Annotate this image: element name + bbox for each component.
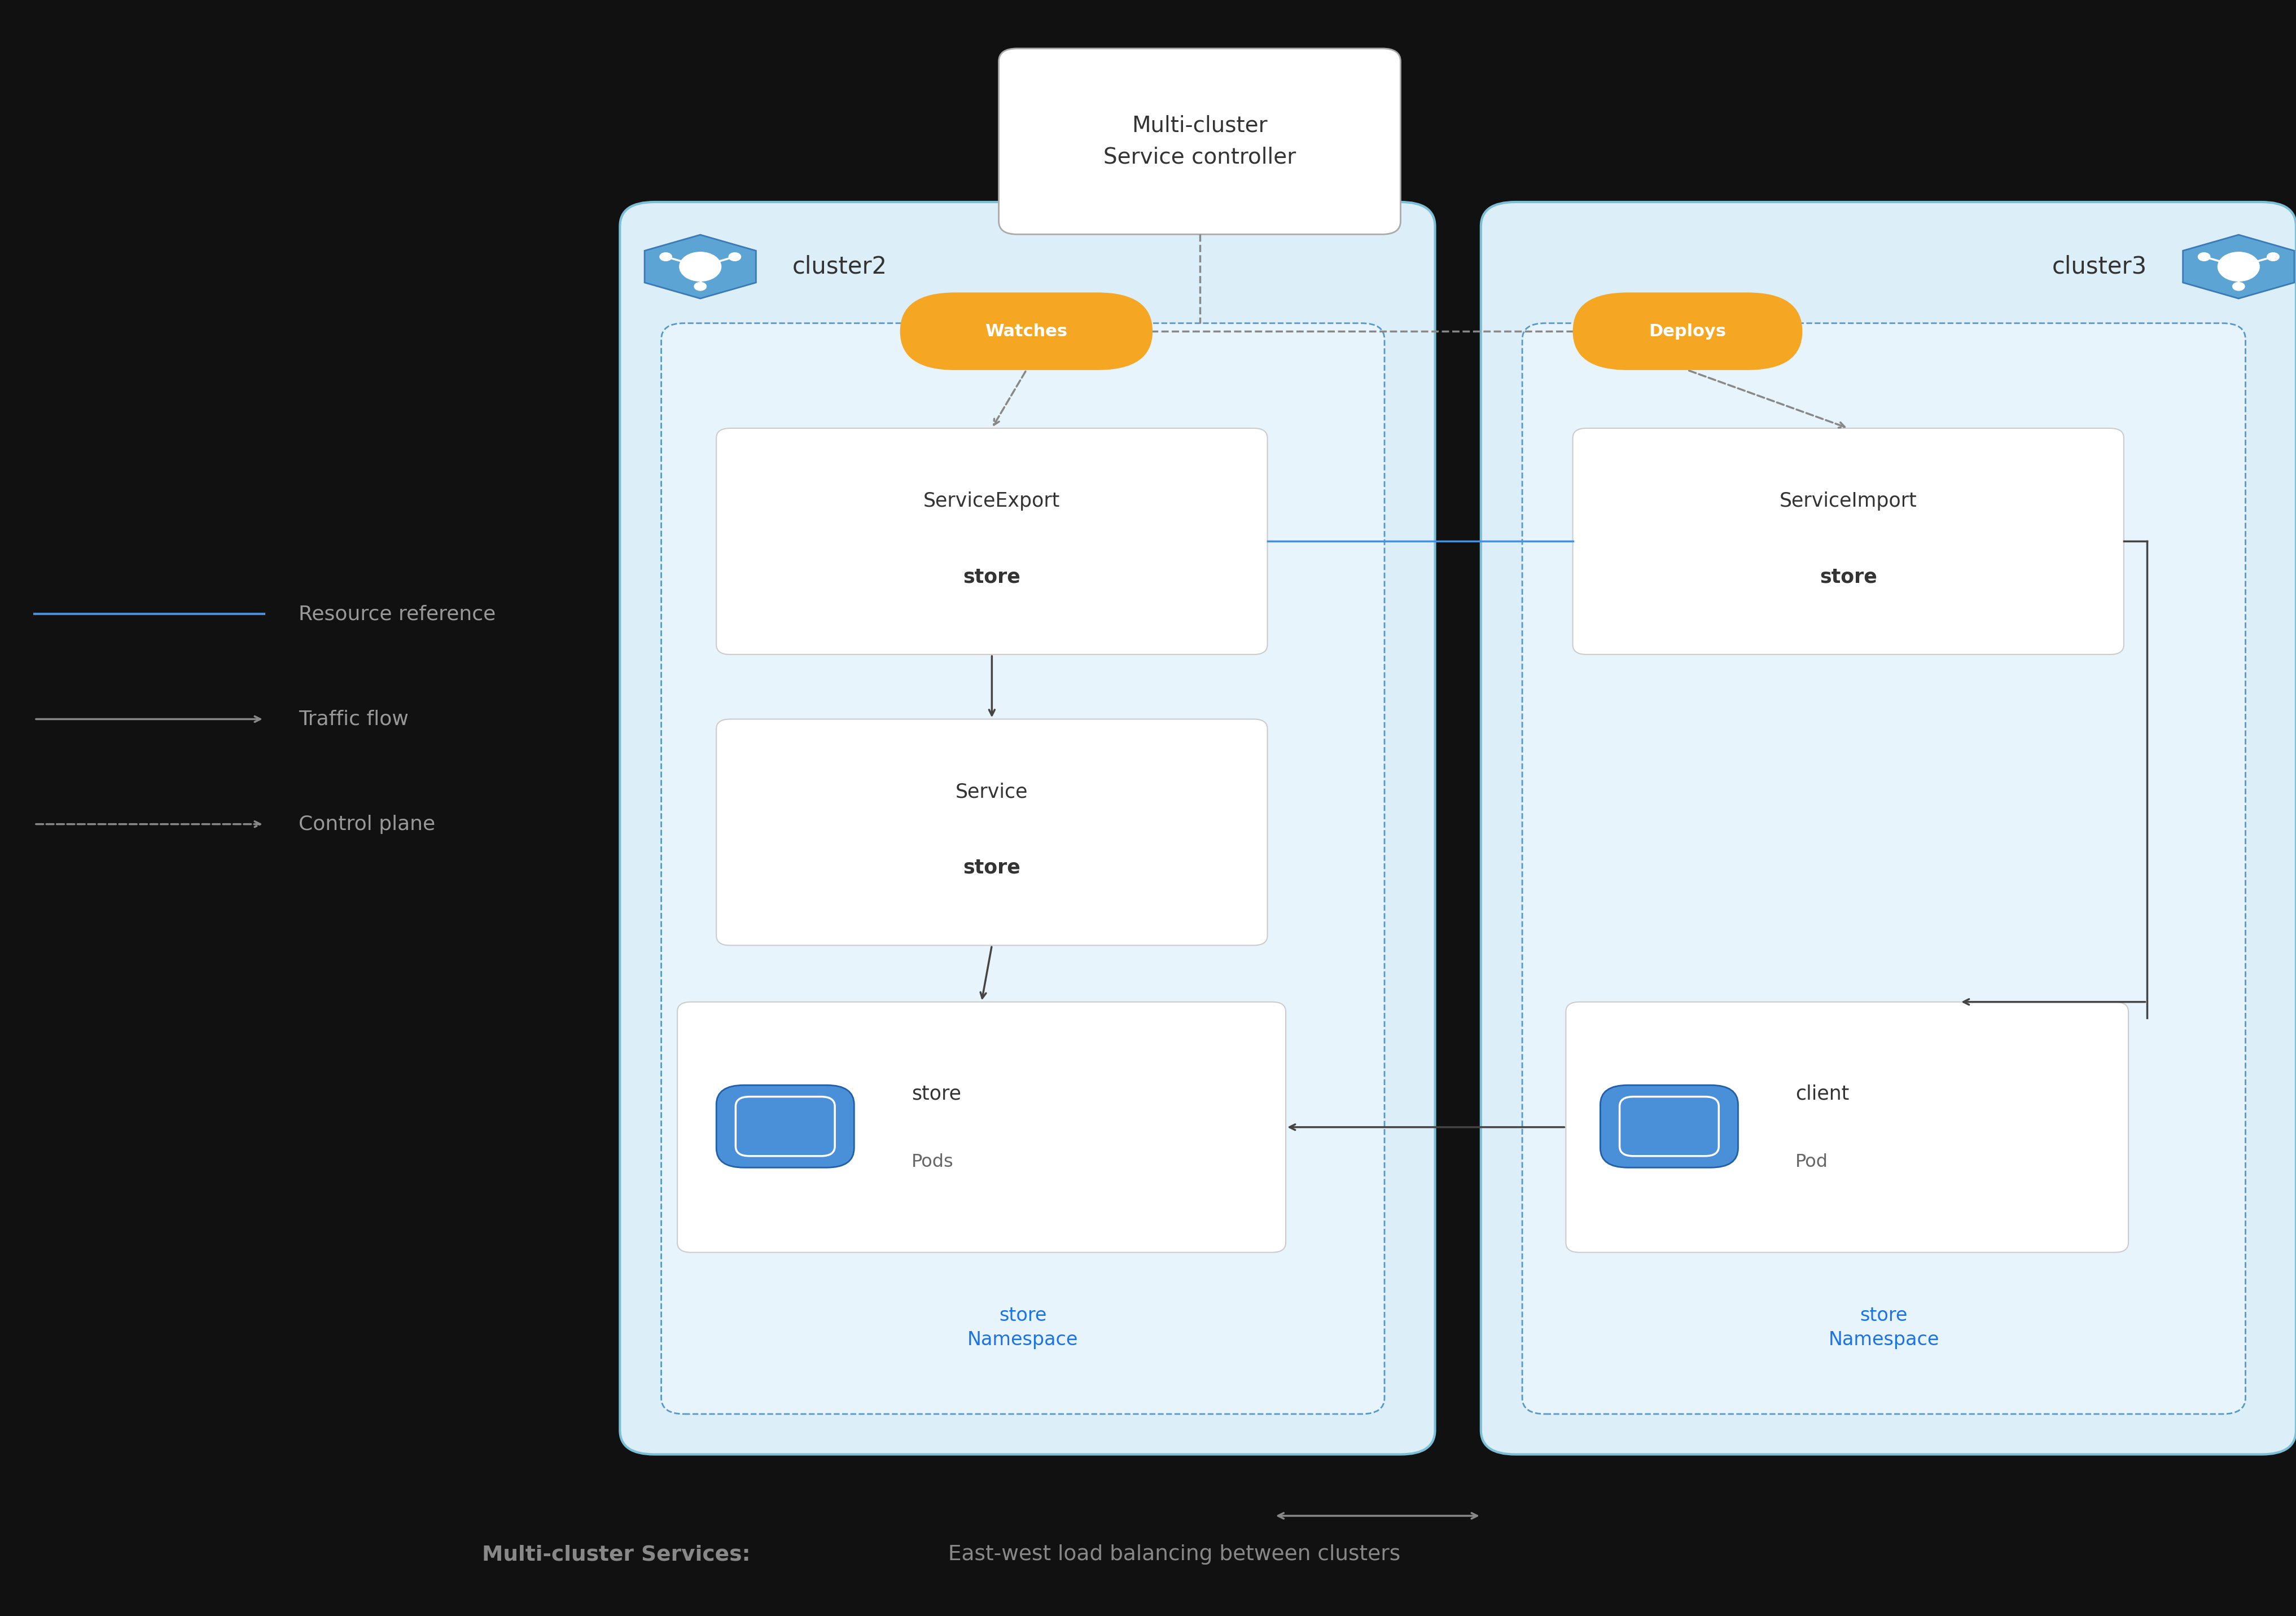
- Polygon shape: [645, 234, 755, 299]
- Text: store
Namespace: store Namespace: [1828, 1306, 1940, 1349]
- Text: cluster2: cluster2: [792, 255, 886, 278]
- Text: store: store: [962, 858, 1022, 877]
- FancyBboxPatch shape: [999, 48, 1401, 234]
- FancyBboxPatch shape: [661, 323, 1384, 1414]
- Text: Traffic flow: Traffic flow: [298, 709, 409, 729]
- Text: ServiceImport: ServiceImport: [1779, 491, 1917, 511]
- Circle shape: [2218, 252, 2259, 281]
- Text: store: store: [1818, 567, 1878, 587]
- Circle shape: [2232, 281, 2245, 291]
- Text: Deploys: Deploys: [1649, 323, 1727, 339]
- Circle shape: [659, 252, 673, 262]
- Text: cluster3: cluster3: [2053, 255, 2147, 278]
- Polygon shape: [2183, 234, 2294, 299]
- Circle shape: [680, 252, 721, 281]
- Text: store
Namespace: store Namespace: [967, 1306, 1079, 1349]
- FancyBboxPatch shape: [1573, 292, 1802, 370]
- FancyBboxPatch shape: [716, 1086, 854, 1168]
- FancyBboxPatch shape: [716, 719, 1267, 945]
- Text: Service: Service: [955, 782, 1029, 802]
- Text: Watches: Watches: [985, 323, 1068, 339]
- Text: Pod: Pod: [1795, 1154, 1828, 1170]
- FancyBboxPatch shape: [1522, 323, 2245, 1414]
- Circle shape: [693, 281, 707, 291]
- FancyBboxPatch shape: [1573, 428, 2124, 654]
- FancyBboxPatch shape: [620, 202, 1435, 1454]
- FancyBboxPatch shape: [1481, 202, 2296, 1454]
- FancyBboxPatch shape: [677, 1002, 1286, 1252]
- Circle shape: [2266, 252, 2280, 262]
- FancyBboxPatch shape: [1566, 1002, 2128, 1252]
- Text: ServiceExport: ServiceExport: [923, 491, 1061, 511]
- Text: Multi-cluster Services:: Multi-cluster Services:: [482, 1545, 751, 1564]
- FancyBboxPatch shape: [716, 428, 1267, 654]
- Text: Resource reference: Resource reference: [298, 604, 496, 624]
- Text: store: store: [962, 567, 1022, 587]
- Circle shape: [728, 252, 742, 262]
- Text: Control plane: Control plane: [298, 814, 436, 834]
- Text: East-west load balancing between clusters: East-west load balancing between cluster…: [941, 1545, 1401, 1564]
- Text: Multi-cluster
Service controller: Multi-cluster Service controller: [1104, 115, 1295, 168]
- Text: Pods: Pods: [912, 1154, 953, 1170]
- Text: client: client: [1795, 1084, 1848, 1104]
- FancyBboxPatch shape: [900, 292, 1153, 370]
- Circle shape: [2197, 252, 2211, 262]
- Text: store: store: [912, 1084, 962, 1104]
- FancyBboxPatch shape: [1600, 1086, 1738, 1168]
